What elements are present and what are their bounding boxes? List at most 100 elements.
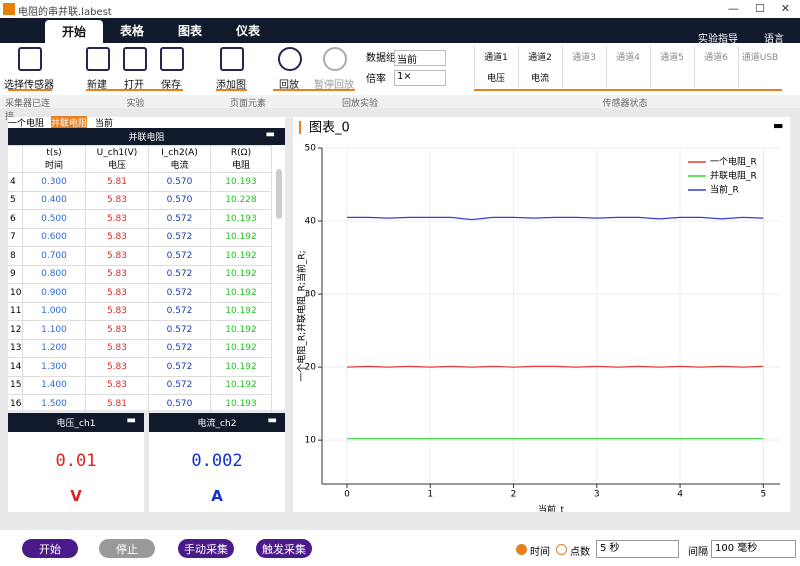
menu-tab[interactable]: 图表 [177, 24, 202, 38]
tool-icon[interactable] [160, 47, 184, 71]
sheet-tab[interactable]: 当前 [95, 119, 114, 129]
cell: 16 [8, 394, 23, 414]
cell: 5.83 [85, 209, 149, 229]
tool-icon[interactable] [323, 47, 347, 71]
cell: I_ch2(A) 电流 [148, 145, 211, 173]
tool-label[interactable]: 添加图 [216, 80, 246, 91]
header-text: 时间 [44, 160, 63, 171]
underline [216, 89, 247, 91]
cell: 5.83 [85, 375, 149, 395]
group-label: 实验 [126, 99, 145, 109]
y-tick-label: 40 [305, 217, 317, 227]
title-accent [299, 121, 301, 134]
action-button[interactable]: 手动采集 [178, 539, 234, 558]
action-button[interactable]: 触发采集 [256, 539, 312, 558]
radio[interactable] [516, 544, 527, 555]
cell: 5.83 [85, 357, 149, 377]
channel-cell [650, 46, 695, 88]
meter-unit: V [70, 487, 82, 505]
header-text: U_ch1(V) [96, 147, 138, 158]
tool-icon[interactable] [123, 47, 147, 71]
channel-name: 通道3 [572, 53, 596, 63]
label: 数据组 [366, 53, 396, 64]
scrollbar[interactable] [276, 169, 282, 219]
cell: 1.400 [22, 375, 86, 395]
minimize[interactable]: ▬ [265, 129, 275, 140]
cell: 0.572 [148, 283, 211, 303]
meter-title: 电流_ch2 [149, 413, 285, 432]
x-tick-label: 0 [344, 490, 350, 500]
cell: 0.800 [22, 264, 86, 284]
bottom-bar: 开始 停止 手动采集 触发采集 时间 点数 5 秒间隔 100 毫秒 [0, 530, 800, 566]
cell: 5.83 [85, 338, 149, 358]
label: 倍率 [366, 74, 386, 85]
menu-tab[interactable]: 仪表 [235, 24, 260, 38]
select[interactable]: 5 秒 [596, 540, 679, 558]
y-axis-label: 一个电阻_R;并联电阻_R;当前_R; [296, 250, 308, 381]
header-text: t(s) [46, 147, 62, 158]
cell: 0.572 [148, 375, 211, 395]
cell: 0.300 [22, 172, 86, 192]
action-button[interactable]: 开始 [22, 539, 78, 558]
cell: 0.400 [22, 190, 86, 210]
cell: 5 [8, 190, 23, 210]
minimize[interactable]: ▬ [126, 415, 136, 426]
tool-icon[interactable] [278, 47, 302, 71]
cell: 15 [8, 375, 23, 395]
cell: 0.900 [22, 283, 86, 303]
cell: 10.192 [210, 375, 272, 395]
tool-icon[interactable] [220, 47, 244, 71]
select[interactable]: 1× [394, 70, 446, 86]
legend-label: 并联电阻_R [710, 170, 757, 182]
cell: 0.572 [148, 320, 211, 340]
channel-cell [738, 46, 783, 88]
tool-label[interactable]: 暂停回放 [314, 80, 354, 91]
tool-label[interactable]: 新建 [87, 80, 107, 91]
sheet-tab[interactable]: 并联电阻 [51, 116, 88, 129]
tool-label[interactable]: 保存 [161, 80, 181, 91]
cell: 5.83 [85, 283, 149, 303]
header-text: R(Ω) [230, 147, 252, 158]
cell: 1.000 [22, 301, 86, 321]
cell: 10.192 [210, 264, 272, 284]
app-icon [3, 3, 15, 15]
select[interactable]: 100 毫秒 [711, 540, 796, 558]
cell: 0.570 [148, 394, 211, 414]
cell: 14 [8, 357, 23, 377]
select[interactable]: 当前 [394, 50, 446, 66]
tool-label[interactable]: 打开 [124, 80, 144, 91]
cell: 0.570 [148, 190, 211, 210]
underline [8, 89, 52, 91]
channel-name: 通道5 [660, 53, 684, 63]
sheet-tab[interactable]: 一个电阻 [8, 119, 45, 129]
cell: 10.192 [210, 246, 272, 266]
cell: 0.572 [148, 227, 211, 247]
menu-link[interactable]: 实验指导 [698, 34, 738, 45]
menu-link[interactable]: 语言 [764, 34, 784, 45]
tool-label[interactable]: 回放 [279, 80, 299, 91]
table-title: 并联电阻 [8, 128, 285, 145]
radio-label: 点数 [570, 547, 590, 558]
underline [474, 89, 782, 91]
underline [273, 89, 355, 91]
cell: 10.193 [210, 209, 272, 229]
header-text: I_ch2(A) [161, 147, 198, 158]
x-tick-label: 2 [511, 490, 517, 500]
tool-icon[interactable] [86, 47, 110, 71]
cell: 7 [8, 227, 23, 247]
tool-icon[interactable] [18, 47, 42, 71]
cell: 8 [8, 246, 23, 266]
cell: R(Ω) 电阻 [210, 145, 272, 173]
tool-label[interactable]: 选择传感器 [4, 80, 54, 91]
table: t(s) 时间 U_ch1(V) 电压 I_ch2(A) 电流 R(Ω) 电阻 4 0.300 5.… [8, 145, 272, 414]
window-controls[interactable]: — ☐ ✕ [727, 2, 791, 15]
meter-value: 0.01 [55, 451, 97, 471]
cell: 1.300 [22, 357, 86, 377]
cell: 11 [8, 301, 23, 321]
radio[interactable] [556, 544, 567, 555]
minimize[interactable]: ▬ [267, 415, 277, 426]
menu-tab[interactable]: 开始 [45, 20, 103, 43]
action-button[interactable]: 停止 [99, 539, 155, 558]
cell: 10.192 [210, 320, 272, 340]
menu-tab[interactable]: 表格 [119, 24, 144, 38]
